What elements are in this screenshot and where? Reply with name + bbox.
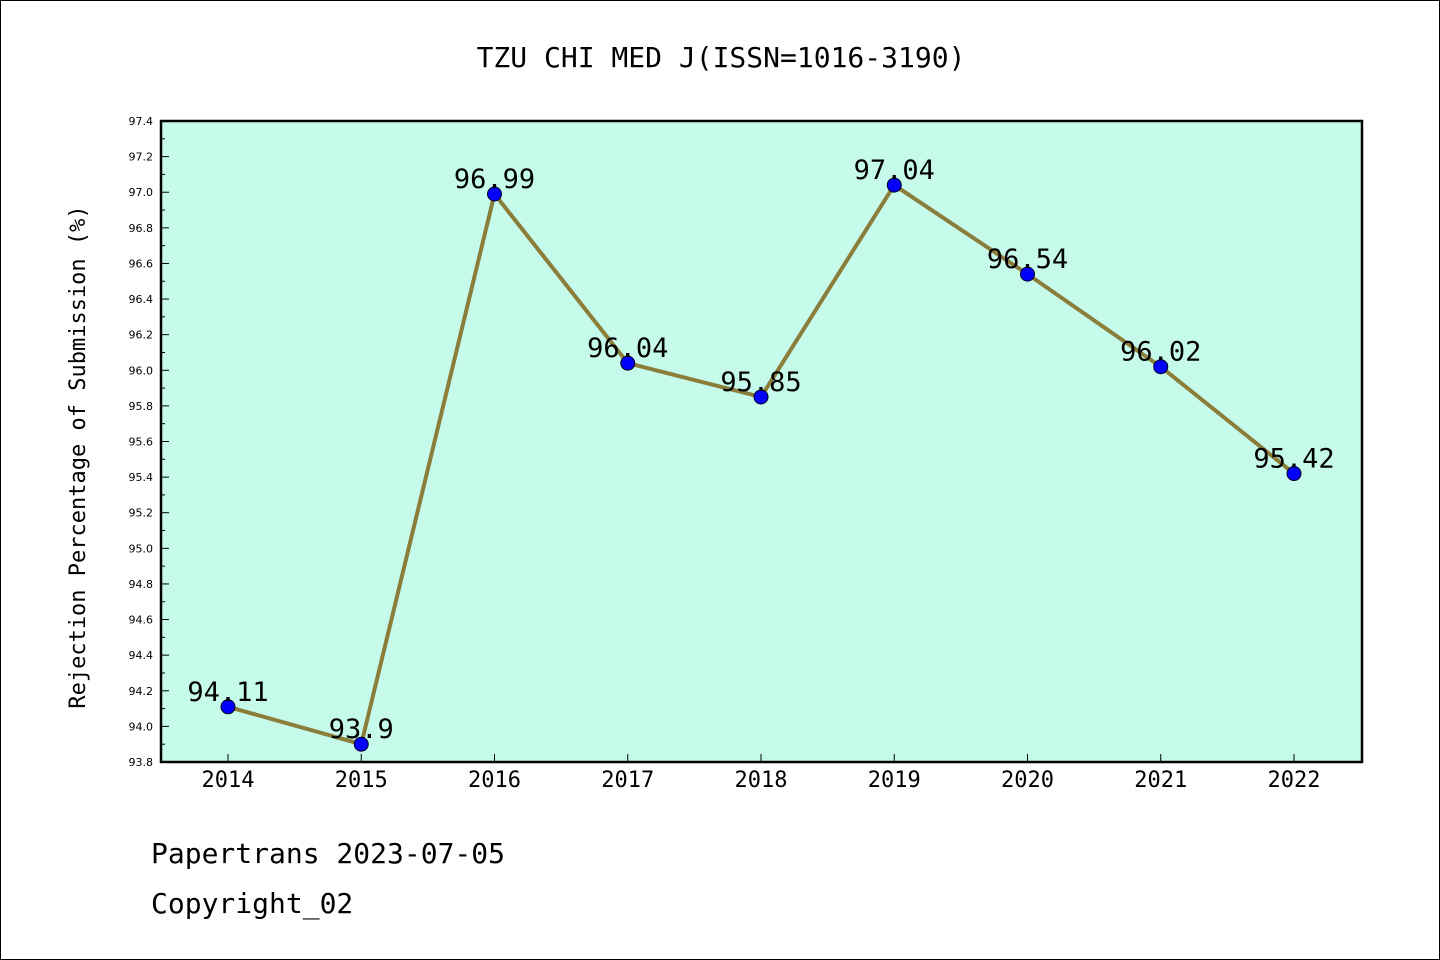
data-label: 96.04 (587, 333, 668, 364)
x-tick-label: 2014 (202, 768, 255, 793)
data-label: 96.54 (987, 244, 1068, 275)
chart-title: TZU CHI MED J(ISSN=1016-3190) (477, 41, 966, 74)
y-tick-label: 97.2 (129, 151, 154, 164)
y-tick-label: 95.6 (129, 436, 154, 449)
y-tick-label: 95.4 (129, 471, 154, 484)
x-axis-ticks: 2014 2015 2016 2017 2018 2019 2020 2021 2022 (202, 754, 1321, 793)
data-point (487, 186, 502, 202)
x-tick-label: 2021 (1134, 768, 1187, 793)
data-point (620, 355, 636, 371)
x-tick-label: 2018 (735, 768, 788, 793)
y-tick-label: 94.6 (129, 614, 154, 627)
data-label: 96.02 (1120, 337, 1201, 368)
x-tick-label: 2019 (868, 768, 921, 793)
y-tick-label: 93.8 (129, 756, 154, 769)
y-tick-label: 96.4 (129, 293, 154, 306)
y-tick-label: 94.4 (129, 649, 154, 662)
y-tick-label: 96.2 (129, 329, 154, 342)
data-label: 95.42 (1253, 444, 1334, 475)
x-tick-label: 2017 (601, 768, 654, 793)
plot-border (159, 119, 1364, 764)
data-point (753, 389, 769, 405)
data-label: 96.99 (454, 164, 535, 195)
data-point (1153, 359, 1169, 375)
y-axis-label: Rejection Percentage of Submission (%) (66, 205, 91, 708)
data-label: 94.11 (187, 677, 268, 708)
y-tick-label: 94.2 (129, 685, 154, 698)
y-tick-label: 94.0 (129, 720, 154, 733)
data-label: 93.9 (329, 714, 394, 745)
y-tick-label: 94.8 (129, 578, 154, 591)
data-point (1020, 266, 1035, 282)
x-tick-label: 2022 (1268, 768, 1321, 793)
x-tick-label: 2015 (335, 768, 388, 793)
y-tick-label: 96.0 (129, 364, 154, 377)
plot-area (161, 121, 1362, 762)
footer-date: Papertrans 2023-07-05 (151, 837, 506, 870)
x-tick-label: 2020 (1001, 768, 1054, 793)
data-labels: 94.11 93.9 96.99 96.04 95.85 97.04 96.54 96.02 9… (187, 155, 1334, 745)
y-tick-label: 96.6 (129, 257, 154, 270)
y-axis-ticks: 93.8 94.0 94.2 94.4 94.6 94.8 95.0 95.2 95.4 95.6… (129, 115, 169, 769)
x-tick-label: 2016 (468, 768, 521, 793)
data-point (886, 177, 902, 193)
data-point (220, 699, 236, 715)
y-tick-label: 96.8 (129, 222, 154, 235)
data-label: 97.04 (854, 155, 935, 186)
y-tick-label: 97.4 (129, 115, 154, 128)
y-tick-label: 95.0 (129, 542, 154, 555)
y-tick-label: 97.0 (129, 186, 154, 199)
footer-copyright: Copyright_02 (151, 887, 354, 920)
y-tick-label: 95.8 (129, 400, 154, 413)
data-point (353, 736, 369, 752)
data-point (1286, 466, 1302, 482)
y-tick-label: 95.2 (129, 507, 154, 520)
data-label: 95.85 (720, 367, 801, 398)
data-points (220, 177, 1302, 752)
